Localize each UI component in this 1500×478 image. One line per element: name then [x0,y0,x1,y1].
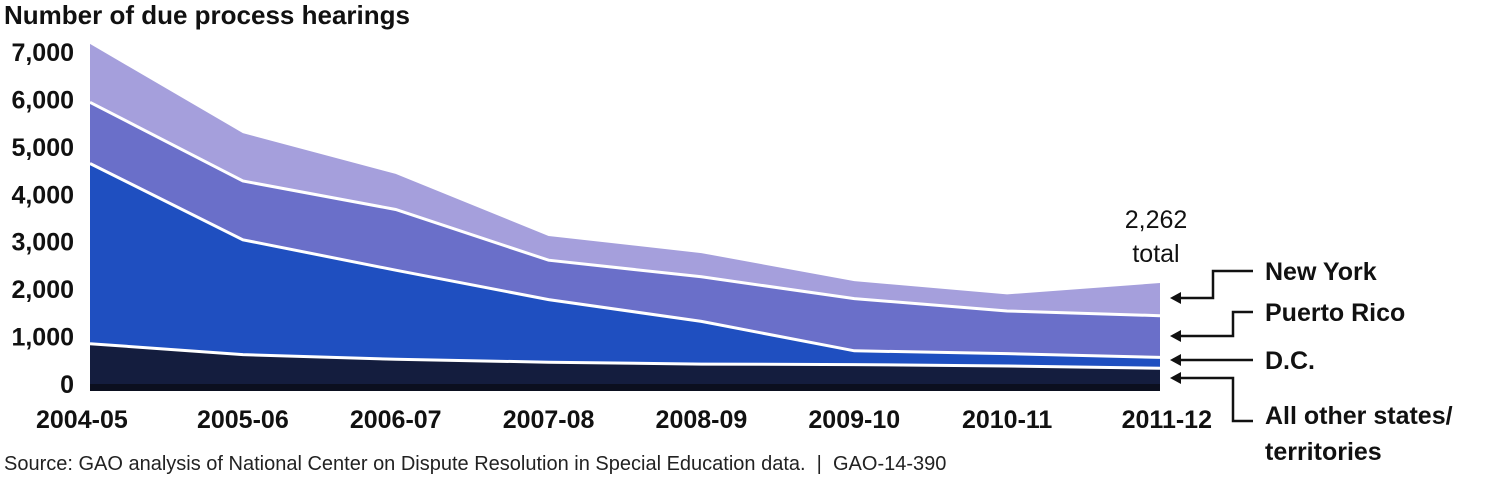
boundary-all-other-states-territories [89,342,1161,370]
y-tick-labels: 0 1,000 2,000 3,000 4,000 5,000 6,000 7,000 [11,39,74,399]
arrow-icon [1170,292,1181,304]
legend-label-dc: D.C. [1265,347,1315,375]
x-tick-label: 2006-07 [350,406,442,434]
arrow-icon [1170,372,1181,384]
x-tick-label: 2010-11 [962,406,1052,434]
x-tick-label: 2007-08 [503,406,595,434]
arrow-icon [1170,354,1181,366]
legend-leader-new-york [1178,269,1253,300]
x-tick-label: 2005-06 [197,406,289,434]
x-tick-label: 2011-12 [1122,406,1212,434]
x-tick-label: 2009-10 [808,406,900,434]
x-axis-baseline [90,384,1160,391]
x-tick-label: 2004-05 [36,406,128,434]
legend: New York Puerto Rico D.C. All other stat… [1170,258,1453,466]
total-word: total [1132,240,1179,268]
y-tick-label: 4,000 [11,181,74,209]
x-tick-label: 2008-09 [656,406,748,434]
area-series [90,43,1160,384]
y-tick-label: 1,000 [11,324,74,352]
legend-label-puerto-rico: Puerto Rico [1265,299,1405,327]
y-tick-label: 7,000 [11,39,74,67]
y-tick-label: 5,000 [11,134,74,162]
legend-label-new-york: New York [1265,258,1377,286]
source-note: Source: GAO analysis of National Center … [4,453,946,475]
y-tick-label: 2,000 [11,276,74,304]
y-tick-label: 0 [60,371,74,399]
area-puerto-rico [90,102,1160,358]
area-new-york [90,43,1160,316]
arrow-icon [1170,330,1181,342]
total-value: 2,262 [1125,206,1188,234]
y-tick-label: 6,000 [11,86,74,114]
total-annotation: 2,262 total [1125,206,1188,268]
boundary-d-c [89,162,1161,359]
legend-leader-puerto-rico [1178,310,1253,338]
y-tick-label: 3,000 [11,229,74,257]
series-boundary-lines [89,100,1161,370]
area-d-c [90,163,1160,369]
legend-label-all-other-line1: All other states/ [1265,402,1453,430]
legend-leader-all-other [1178,376,1253,423]
x-tick-labels: 2004-05 2005-06 2006-07 2007-08 2008-09 2009-… [36,406,1212,434]
boundary-puerto-rico [89,100,1161,318]
y-axis-title: Number of due process hearings [4,0,410,30]
legend-label-all-other-line2: territories [1265,438,1382,466]
